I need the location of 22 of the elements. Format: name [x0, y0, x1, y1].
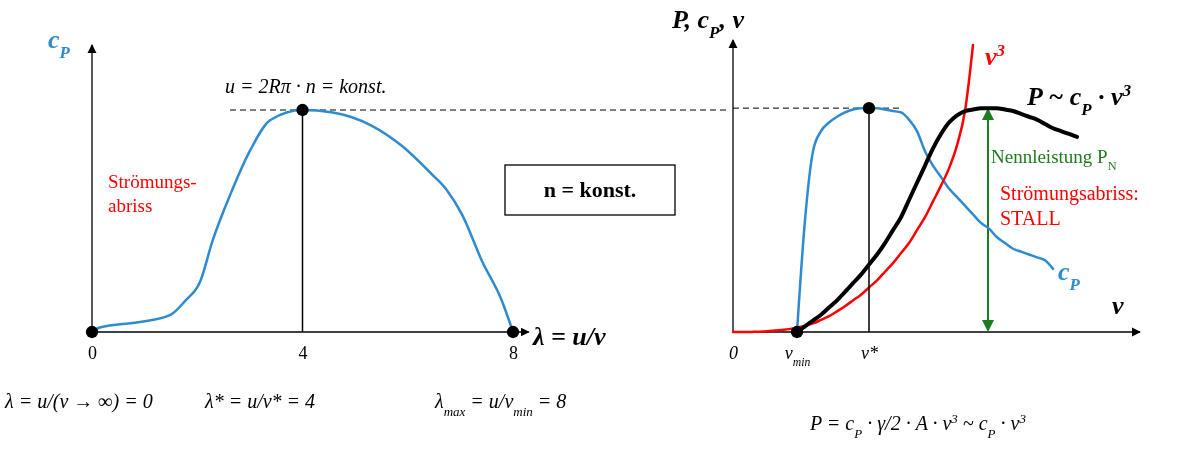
text: λ = u/(v → ∞) = 0 [4, 390, 153, 413]
series-label: v$^{3}$ [985, 40, 1005, 71]
annotation: Strömungs-abriss [108, 171, 197, 216]
series-label: c$_{P}$ [1058, 256, 1081, 294]
x-tick-label: 0 [88, 342, 97, 363]
x-axis-title: λ = u/v [532, 322, 607, 351]
x-tick-label: 4 [298, 342, 308, 363]
text: λ* = u/v* = 4 [204, 390, 316, 412]
x-tick-label: 0 [729, 342, 738, 363]
x-tick-label: v* [861, 342, 878, 363]
x-axis-title: v [1112, 291, 1124, 320]
text: λ$_{max}$ = u/v$_{min}$ = 8 [434, 390, 567, 419]
text: P = c$_{P}$ · γ/2 · A · v$^{3}$ ~ c$_{P}$ · v$^{3}$ [809, 410, 1027, 441]
y-axis-title: c$_{P}$ [48, 25, 71, 62]
series-label: P ~ c$_{P}$ · v$^{3}$ [1026, 80, 1132, 119]
y-axis-title: P, c$_{P}$, v [671, 5, 745, 42]
annotation: Nennleistung P$_{N}$ [991, 146, 1117, 173]
text: u = 2Rπ · n = konst. [225, 75, 387, 97]
text: n = konst. [543, 177, 637, 202]
annotation: Strömungsabriss: STALL [1000, 182, 1139, 229]
x-tick-label: 8 [509, 342, 518, 363]
x-tick-label: v$_{min}$ [784, 342, 811, 369]
